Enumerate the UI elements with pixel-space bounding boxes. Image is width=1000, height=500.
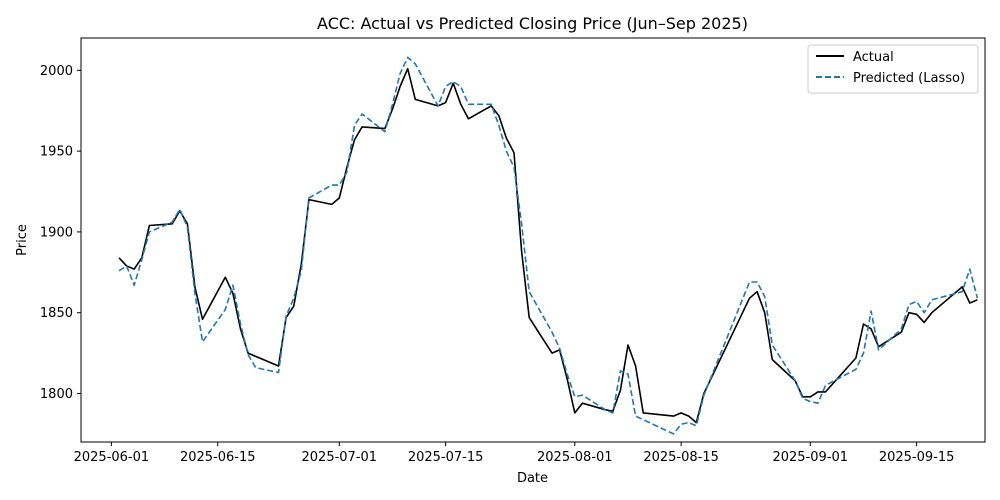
x-axis-label: Date xyxy=(517,471,548,486)
y-tick-label: 1950 xyxy=(40,145,73,160)
y-tick-label: 1850 xyxy=(40,306,73,321)
plot-area xyxy=(80,37,986,443)
series-line-predicted xyxy=(118,56,979,435)
legend-label-predicted: Predicted (Lasso) xyxy=(853,71,965,86)
x-tick-label: 2025-09-15 xyxy=(879,450,955,465)
x-tick-label: 2025-09-01 xyxy=(772,450,848,465)
y-tick-label: 2000 xyxy=(40,64,73,79)
legend-box xyxy=(807,44,979,94)
chart-title: ACC: Actual vs Predicted Closing Price (… xyxy=(317,14,748,33)
series-layer xyxy=(118,56,979,435)
x-axis: 2025-06-01 2025-06-15 2025-07-01 2025-07-15… xyxy=(74,442,955,465)
x-tick-label: 2025-08-15 xyxy=(643,450,719,465)
x-tick-label: 2025-07-01 xyxy=(302,450,378,465)
x-tick-label: 2025-08-01 xyxy=(537,450,613,465)
x-tick-label: 2025-06-01 xyxy=(74,450,150,465)
y-tick-label: 1800 xyxy=(40,387,73,402)
plot-frame xyxy=(80,37,986,443)
x-tick-label: 2025-07-15 xyxy=(408,450,484,465)
legend: Actual Predicted (Lasso) xyxy=(807,44,979,94)
y-tick-label: 1900 xyxy=(40,225,73,240)
legend-label-actual: Actual xyxy=(853,50,894,65)
y-axis: 1800 1850 1900 1950 2000 xyxy=(40,64,81,402)
y-axis-label: Price xyxy=(15,224,30,256)
x-tick-label: 2025-06-15 xyxy=(180,450,256,465)
